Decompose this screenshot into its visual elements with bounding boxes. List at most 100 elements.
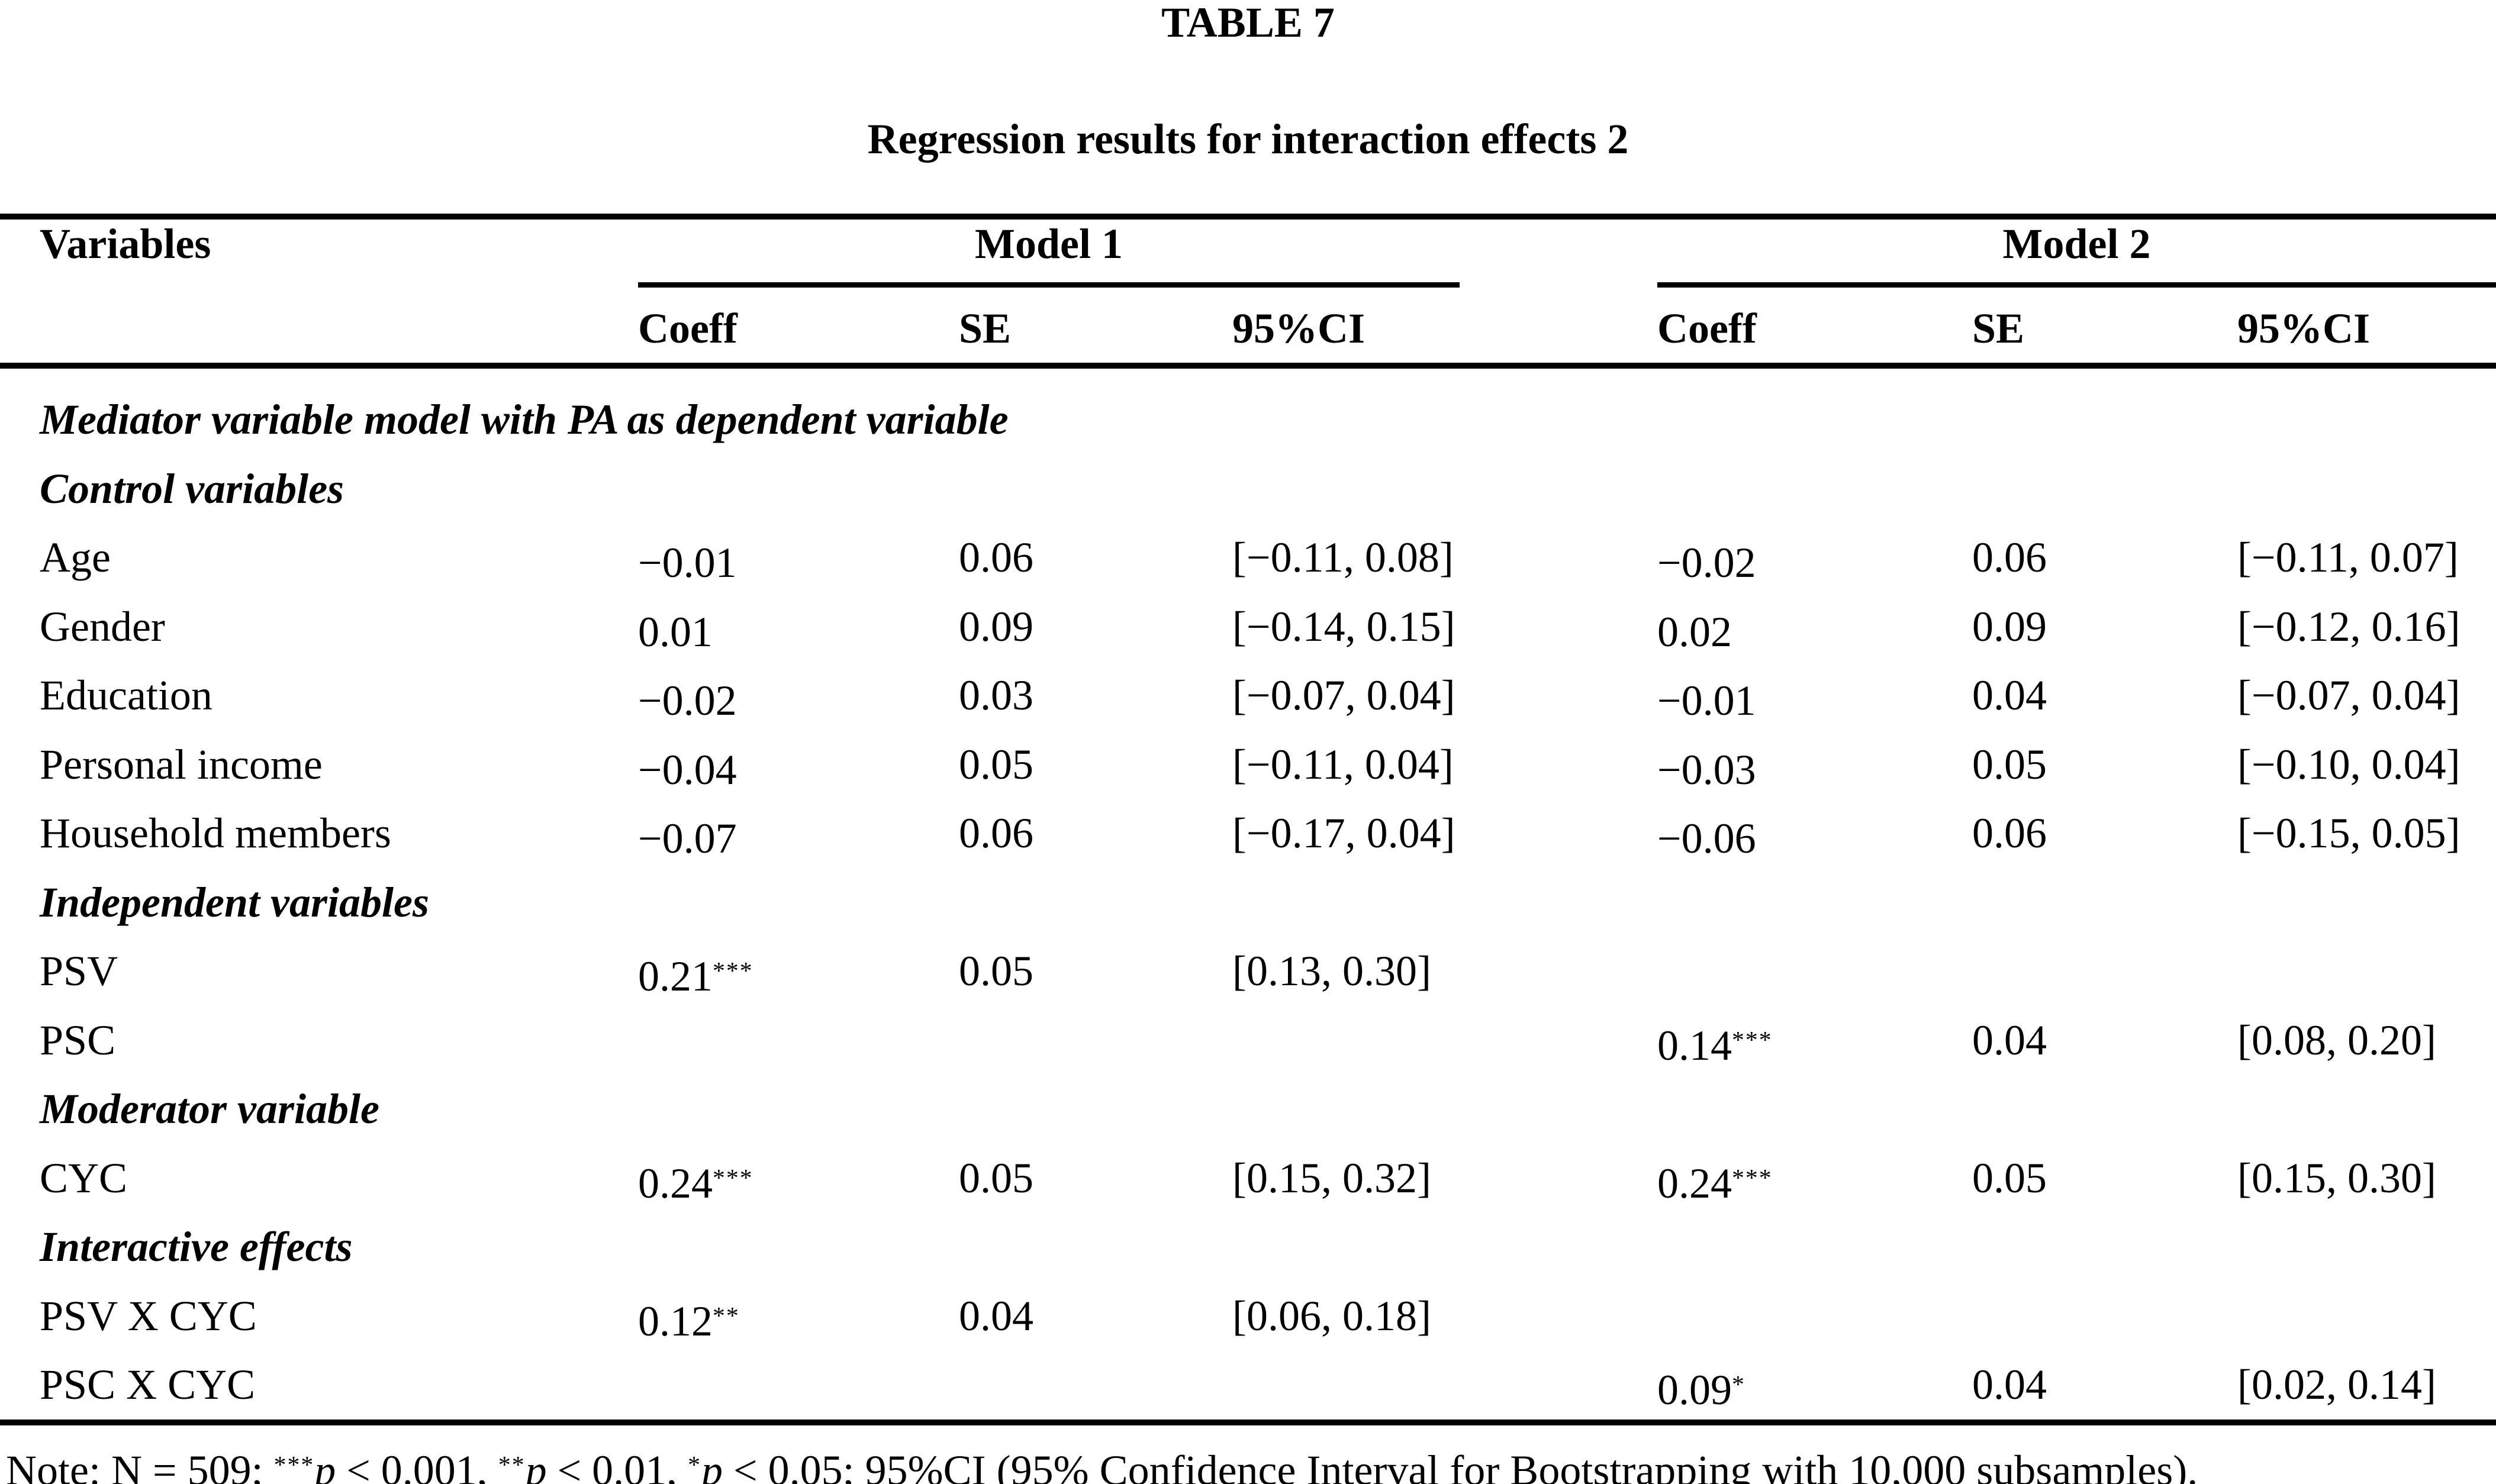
- m1-coeff-cell: −0.07: [638, 815, 737, 863]
- row-label: Education: [40, 672, 212, 719]
- header-m2-coeff: Coeff: [1657, 305, 1757, 352]
- table-header-row-stats: Coeff SE 95%CI Coeff SE 95%CI: [0, 288, 2496, 363]
- m2-se-cell: 0.05: [1972, 740, 2047, 788]
- m2-se-cell: 0.09: [1972, 602, 2047, 650]
- m1-coeff-cell: −0.02: [638, 677, 737, 725]
- m1-ci-cell: [0.06, 0.18]: [1232, 1292, 1431, 1340]
- m2-ci-cell: [−0.15, 0.05]: [2237, 809, 2460, 857]
- table-header-row-groups: Variables Model 1 Model 2: [0, 220, 2496, 282]
- section-row: Mediator variable model with PA as depen…: [0, 385, 2496, 454]
- table-body: Mediator variable model with PA as depen…: [0, 369, 2496, 1420]
- section-row: Independent variables: [0, 868, 2496, 937]
- header-model1: Model 1: [975, 220, 1123, 267]
- m1-ci-cell: [1232, 1350, 1657, 1425]
- header-variables: Variables: [40, 220, 211, 267]
- m2-ci-cell: [0.02, 0.14]: [2237, 1361, 2436, 1408]
- table-footnote: Note: N = 509; ***p < 0.001, **p < 0.01,…: [6, 1440, 2198, 1484]
- m1-coeff-cell: −0.04: [638, 746, 737, 793]
- header-m1-coeff: Coeff: [638, 305, 737, 352]
- table-row: Household members −0.07 0.06 [−0.17, 0.0…: [0, 799, 2496, 868]
- m1-ci-cell: [−0.07, 0.04]: [1232, 672, 1455, 719]
- table-number-title: TABLE 7: [1161, 0, 1335, 46]
- m1-ci-cell: [−0.17, 0.04]: [1232, 809, 1455, 857]
- m2-coeff-cell: [1657, 1282, 1972, 1356]
- model2-underline-rule: [1657, 282, 2496, 288]
- row-label: CYC: [40, 1154, 128, 1202]
- m1-ci-cell: [0.13, 0.30]: [1232, 947, 1431, 995]
- m1-ci-cell: [0.15, 0.32]: [1232, 1154, 1431, 1202]
- table-caption: Regression results for interaction effec…: [867, 115, 1629, 163]
- model1-underline-rule: [638, 282, 1460, 288]
- section-row: Interactive effects: [0, 1212, 2496, 1282]
- footnote-stars: *: [688, 1451, 702, 1479]
- footnote-text: p < 0.001,: [314, 1447, 498, 1484]
- m1-ci-cell: [−0.11, 0.04]: [1232, 740, 1454, 788]
- m1-coeff-cell: 0.21***: [638, 953, 753, 1001]
- m1-se-cell: 0.05: [959, 740, 1033, 788]
- table-row: CYC 0.24*** 0.05 [0.15, 0.32] 0.24*** 0.…: [0, 1144, 2496, 1213]
- m2-coeff-cell: 0.14***: [1657, 1021, 1773, 1069]
- table-row: PSV 0.21*** 0.05 [0.13, 0.30]: [0, 937, 2496, 1006]
- m1-coeff-cell: −0.01: [638, 539, 737, 587]
- m2-ci-cell: [2237, 937, 2496, 1011]
- section-label: Control variables: [40, 464, 344, 512]
- m1-se-cell: [959, 1006, 1232, 1080]
- m1-ci-cell: [−0.11, 0.08]: [1232, 534, 1454, 581]
- header-bottom-rule: [0, 363, 2496, 369]
- header-spacer: [0, 295, 638, 363]
- section-row: Moderator variable: [0, 1075, 2496, 1144]
- m1-se-cell: 0.06: [959, 809, 1033, 857]
- m2-ci-cell: [−0.12, 0.16]: [2237, 602, 2460, 650]
- m2-ci-cell: [0.15, 0.30]: [2237, 1154, 2436, 1202]
- m2-se-cell: 0.04: [1972, 672, 2047, 719]
- footnote-stars: **: [498, 1451, 526, 1479]
- m1-se-cell: 0.06: [959, 534, 1033, 581]
- m2-se-cell: 0.04: [1972, 1361, 2047, 1408]
- table-row: Age −0.01 0.06 [−0.11, 0.08] −0.02 0.06 …: [0, 523, 2496, 592]
- m2-se-cell: 0.04: [1972, 1016, 2047, 1064]
- m1-coeff-cell: 0.01: [638, 608, 713, 656]
- m2-coeff-cell: −0.01: [1657, 677, 1756, 725]
- m1-ci-cell: [1232, 1006, 1657, 1080]
- header-m2-se: SE: [1972, 305, 2025, 352]
- row-label: Gender: [40, 602, 165, 650]
- table-row: PSC 0.14*** 0.04 [0.08, 0.20]: [0, 1006, 2496, 1075]
- m1-coeff-cell: 0.12**: [638, 1297, 740, 1345]
- m2-se-cell: [1972, 1282, 2237, 1356]
- m1-coeff-cell: 0.24***: [638, 1159, 753, 1207]
- row-label: Age: [40, 534, 111, 581]
- footnote-text: p < 0.05;: [701, 1447, 865, 1484]
- m2-ci-cell: [−0.07, 0.04]: [2237, 672, 2460, 719]
- row-label: PSC: [40, 1016, 116, 1064]
- m2-ci-cell: [0.08, 0.20]: [2237, 1016, 2436, 1064]
- m1-se-cell: 0.04: [959, 1292, 1033, 1340]
- table-row: Education −0.02 0.03 [−0.07, 0.04] −0.01…: [0, 661, 2496, 730]
- m2-ci-cell: [−0.11, 0.07]: [2237, 534, 2459, 581]
- m1-coeff-cell: [638, 1006, 959, 1080]
- section-label: Mediator variable model with PA as depen…: [40, 396, 1009, 443]
- m2-coeff-cell: 0.09*: [1657, 1366, 1745, 1414]
- m2-se-cell: 0.05: [1972, 1154, 2047, 1202]
- section-label: Interactive effects: [40, 1223, 353, 1270]
- m2-coeff-cell: −0.02: [1657, 539, 1756, 587]
- m1-se-cell: 0.09: [959, 602, 1033, 650]
- row-label: PSV: [40, 947, 118, 995]
- row-label: PSV X CYC: [40, 1292, 257, 1340]
- m2-coeff-cell: 0.24***: [1657, 1159, 1773, 1207]
- m2-coeff-cell: −0.03: [1657, 746, 1756, 793]
- m2-se-cell: [1972, 937, 2237, 1011]
- footnote-stars: ***: [273, 1451, 315, 1479]
- m1-se-cell: 0.03: [959, 672, 1033, 719]
- m2-ci-cell: [−0.10, 0.04]: [2237, 740, 2460, 788]
- m1-se-cell: 0.05: [959, 1154, 1033, 1202]
- row-label: PSC X CYC: [40, 1361, 256, 1408]
- row-label: Household members: [40, 809, 391, 857]
- section-label: Independent variables: [40, 878, 429, 926]
- footnote-text: Note: N = 509;: [6, 1447, 274, 1484]
- m1-se-cell: 0.05: [959, 947, 1033, 995]
- table-row: PSV X CYC 0.12** 0.04 [0.06, 0.18]: [0, 1282, 2496, 1351]
- m2-coeff-cell: 0.02: [1657, 608, 1732, 656]
- row-label: Personal income: [40, 740, 323, 788]
- m1-se-cell: [959, 1350, 1232, 1425]
